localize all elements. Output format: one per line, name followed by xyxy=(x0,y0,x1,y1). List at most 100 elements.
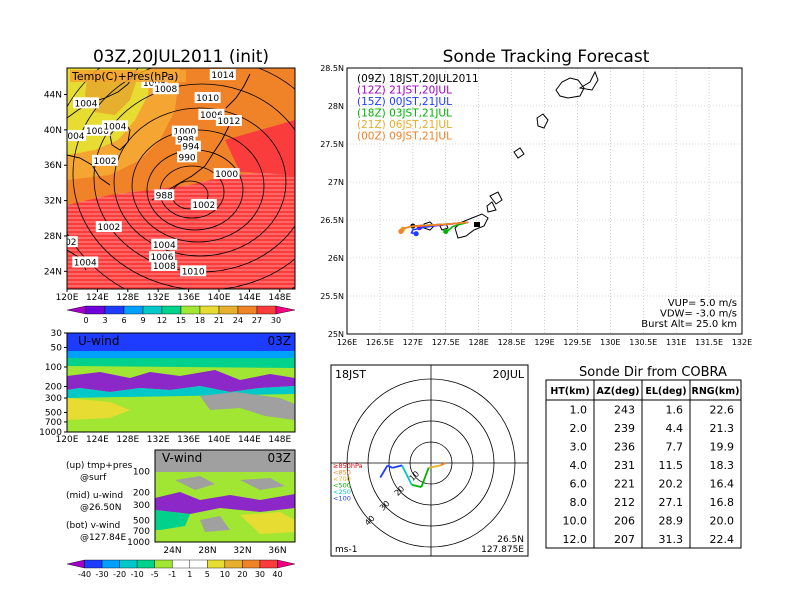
colorbar-swatch xyxy=(172,559,190,569)
colorbar-swatch xyxy=(104,305,125,315)
colorbar-label: 15 xyxy=(176,316,186,325)
table-cell: 31.3 xyxy=(659,533,684,546)
track-lon-label: 130.5E xyxy=(629,338,657,347)
u-wind-lon-label: 140E xyxy=(208,435,231,445)
v-wind-pressure-label: 1000 xyxy=(127,538,150,548)
hodograph-segment xyxy=(401,465,413,486)
u-wind-lon-label: 148E xyxy=(268,435,291,445)
isobar-label-box xyxy=(175,133,196,145)
track-series-line xyxy=(400,221,469,232)
isobar-label: 998 xyxy=(177,136,194,146)
v-wind-pressure-label: 100 xyxy=(133,467,150,477)
isobar-label: 988 xyxy=(156,191,173,201)
isobar-label-box xyxy=(72,256,99,268)
colorbar-swatch xyxy=(142,305,163,315)
v-wind-lat-label: 36N xyxy=(268,546,286,556)
hodograph-segment xyxy=(420,467,430,488)
u-wind-pressure-label: 200 xyxy=(45,383,62,393)
isobar-label: 990 xyxy=(178,153,195,163)
map-lat-label: 36N xyxy=(44,161,62,171)
table-cell: 3.0 xyxy=(570,441,588,454)
u-wind-teal-band xyxy=(67,358,295,368)
colorbar-label: 27 xyxy=(252,316,262,325)
table-cell: 20.0 xyxy=(710,515,735,528)
colorbar-swatch xyxy=(199,305,220,315)
table-cell: 1.6 xyxy=(666,404,684,417)
map-field-label: Temp(C)+Pres(hPa) xyxy=(71,70,178,83)
hodograph-segment xyxy=(392,464,403,469)
colorbar-label: 3 xyxy=(102,316,107,325)
isobar-label: 1000 xyxy=(215,170,238,180)
hodograph-level-legend: ≥850hPa<850<700<500<250<100 xyxy=(333,462,363,503)
colorbar-swatch xyxy=(180,305,201,315)
hodograph-level-label: <500 xyxy=(333,482,351,490)
isobar-label: 1014 xyxy=(211,71,234,81)
hodograph-time: 18JST xyxy=(335,368,366,381)
table-header-cell: RNG(km) xyxy=(692,386,740,397)
table-cell: 207 xyxy=(614,533,635,546)
table-cell: 6.0 xyxy=(570,478,588,491)
colorbar-label: 20 xyxy=(237,570,247,579)
colorbar-label: 10 xyxy=(220,570,230,579)
track-lat-label: 26N xyxy=(328,254,344,263)
track-legend-entry: (12Z) 21JST,20JUL xyxy=(357,85,452,97)
colorbar-swatch xyxy=(123,305,144,315)
legend-note-line1: (up) tmp+pres xyxy=(66,461,133,471)
sonde-direction-table: Sonde Dir from COBRA HT(km) AZ(deg) EL(deg… xyxy=(545,365,742,549)
u-wind-lon-label: 120E xyxy=(56,435,79,445)
isobar-label-box xyxy=(84,124,111,136)
track-endpoint xyxy=(398,228,404,234)
map-lon-axis: 120E 124E 128E 132E 136E 140E 144E 148E xyxy=(56,289,292,303)
colorbar-label: 30 xyxy=(255,570,265,579)
launch-site-marker xyxy=(474,222,480,227)
map-lat-axis: 44N 40N 36N 32N 28N 24N xyxy=(44,91,67,277)
isobar-label: 1004 xyxy=(62,132,85,142)
track-legend-entry: (18Z) 03JST,21JUL xyxy=(357,108,452,120)
colorbar-swatch xyxy=(154,559,173,569)
table-cell: 8.0 xyxy=(570,496,588,509)
colorbar-label: 40 xyxy=(272,570,282,579)
hodograph-segment xyxy=(387,464,393,469)
isobar-label-box xyxy=(180,140,201,152)
v-wind-label: V-wind xyxy=(162,451,202,465)
colorbar-label: -10 xyxy=(131,570,144,579)
isobar-label-box xyxy=(151,260,178,272)
u-wind-pressure-label: 30 xyxy=(51,329,63,339)
table-cell: 4.4 xyxy=(666,422,684,435)
isobar-label: 1012 xyxy=(217,117,240,127)
colorbar-label: 6 xyxy=(121,316,126,325)
v-wind-lat-label: 32N xyxy=(233,546,251,556)
isobar-label-box xyxy=(149,251,175,263)
table-frame xyxy=(545,379,742,549)
isobar-label-box xyxy=(152,83,179,95)
hodograph-segment xyxy=(411,483,422,489)
legend-note-line2: @26.50N xyxy=(80,503,122,513)
colorbar-swatch xyxy=(207,559,226,569)
v-wind-lat-label: 24N xyxy=(163,546,181,556)
left-title: 03Z,20JUL2011 (init) xyxy=(93,47,269,67)
table-cell: 11.5 xyxy=(659,459,684,472)
map-lat-label: 32N xyxy=(44,197,62,207)
isobar-label: 1002 xyxy=(94,157,117,167)
hodograph-level-label: ≥850hPa xyxy=(333,462,363,470)
u-wind-cyan-band xyxy=(67,351,295,360)
colorbar-label: -5 xyxy=(151,570,159,579)
u-wind-time: 03Z xyxy=(268,334,292,348)
temperature-colorbar: 0 3 6 9 12 15 18 21 24 27 30 xyxy=(66,305,296,325)
v-wind-time: 03Z xyxy=(268,451,292,465)
track-lat-label: 26.5N xyxy=(320,216,344,225)
track-lon-label: 129.5E xyxy=(563,338,591,347)
colorbar-swatch xyxy=(218,305,239,315)
track-annotation: Burst Alt= 25.0 km xyxy=(641,319,737,330)
track-lat-label: 28.5N xyxy=(320,64,344,73)
track-legend-entry: (09Z) 18JST,20JUL2011 xyxy=(357,73,479,85)
map-lat-label: 24N xyxy=(44,267,62,277)
isobar-label: 994 xyxy=(182,143,199,153)
hodograph-level-label: <700 xyxy=(333,475,351,483)
isobar-label-box xyxy=(198,108,225,120)
table-cell: 10.0 xyxy=(563,515,588,528)
hodograph-level-label: <250 xyxy=(333,488,351,496)
colorbar-swatch xyxy=(256,305,277,315)
